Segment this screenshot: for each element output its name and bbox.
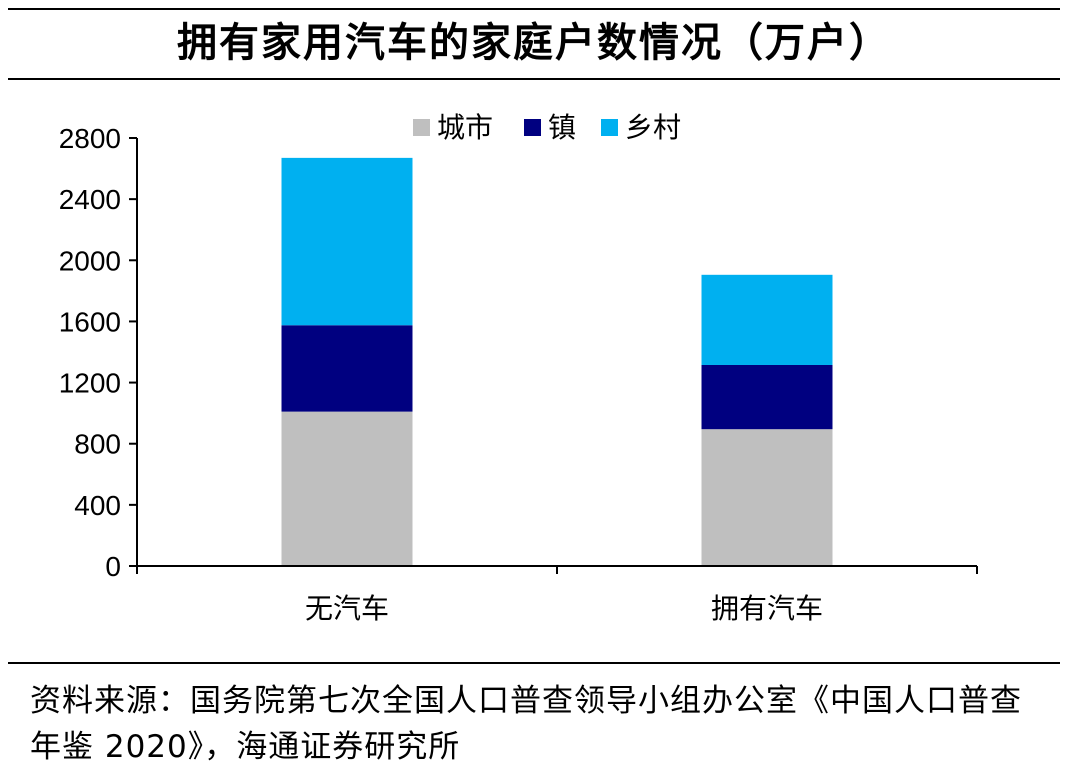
bar-2-2 (701, 364, 833, 430)
top-rule (8, 8, 1060, 10)
y-tick-label: 2400 (59, 184, 121, 215)
legend-swatch (413, 119, 430, 136)
bar-2-1 (701, 429, 833, 566)
y-tick-label: 2800 (59, 123, 121, 154)
y-tick-label: 1600 (59, 306, 121, 337)
source-note: 资料来源：国务院第七次全国人口普查领导小组办公室《中国人口普查年鉴 2020》，… (30, 683, 1022, 765)
axes: 无汽车 拥有汽车 0 400 800 1200 1600 2000 2400 2800 (59, 123, 978, 625)
title-rule (8, 78, 1060, 80)
source-rule (8, 662, 1060, 664)
chart-title: 拥有家用汽车的家庭户数情况（万户） (177, 19, 891, 66)
legend-label: 乡村 (625, 111, 681, 144)
legend-swatch (524, 119, 541, 136)
y-tick-label: 400 (74, 490, 121, 521)
bar-1-2 (281, 325, 413, 412)
y-tick-label: 800 (74, 429, 121, 460)
bar-1-1 (281, 411, 413, 566)
legend-label: 镇 (548, 111, 576, 144)
x-tick-label: 拥有汽车 (711, 592, 823, 625)
legend: 城市 镇 乡村 (413, 111, 681, 144)
legend-swatch (601, 119, 618, 136)
stacked-bar-chart: 城市 镇 乡村 无汽车 拥有汽车 0 400 800 1200 1600 2000 2400 2800 (59, 111, 978, 625)
y-tick-label: 1200 (59, 368, 121, 399)
y-tick-label: 2000 (59, 245, 121, 276)
bar-2-3 (701, 274, 833, 365)
legend-label: 城市 (437, 111, 493, 144)
bar-1-3 (281, 157, 413, 326)
bars (281, 157, 833, 566)
x-tick-label: 无汽车 (305, 592, 389, 625)
y-tick-label: 0 (105, 551, 121, 582)
